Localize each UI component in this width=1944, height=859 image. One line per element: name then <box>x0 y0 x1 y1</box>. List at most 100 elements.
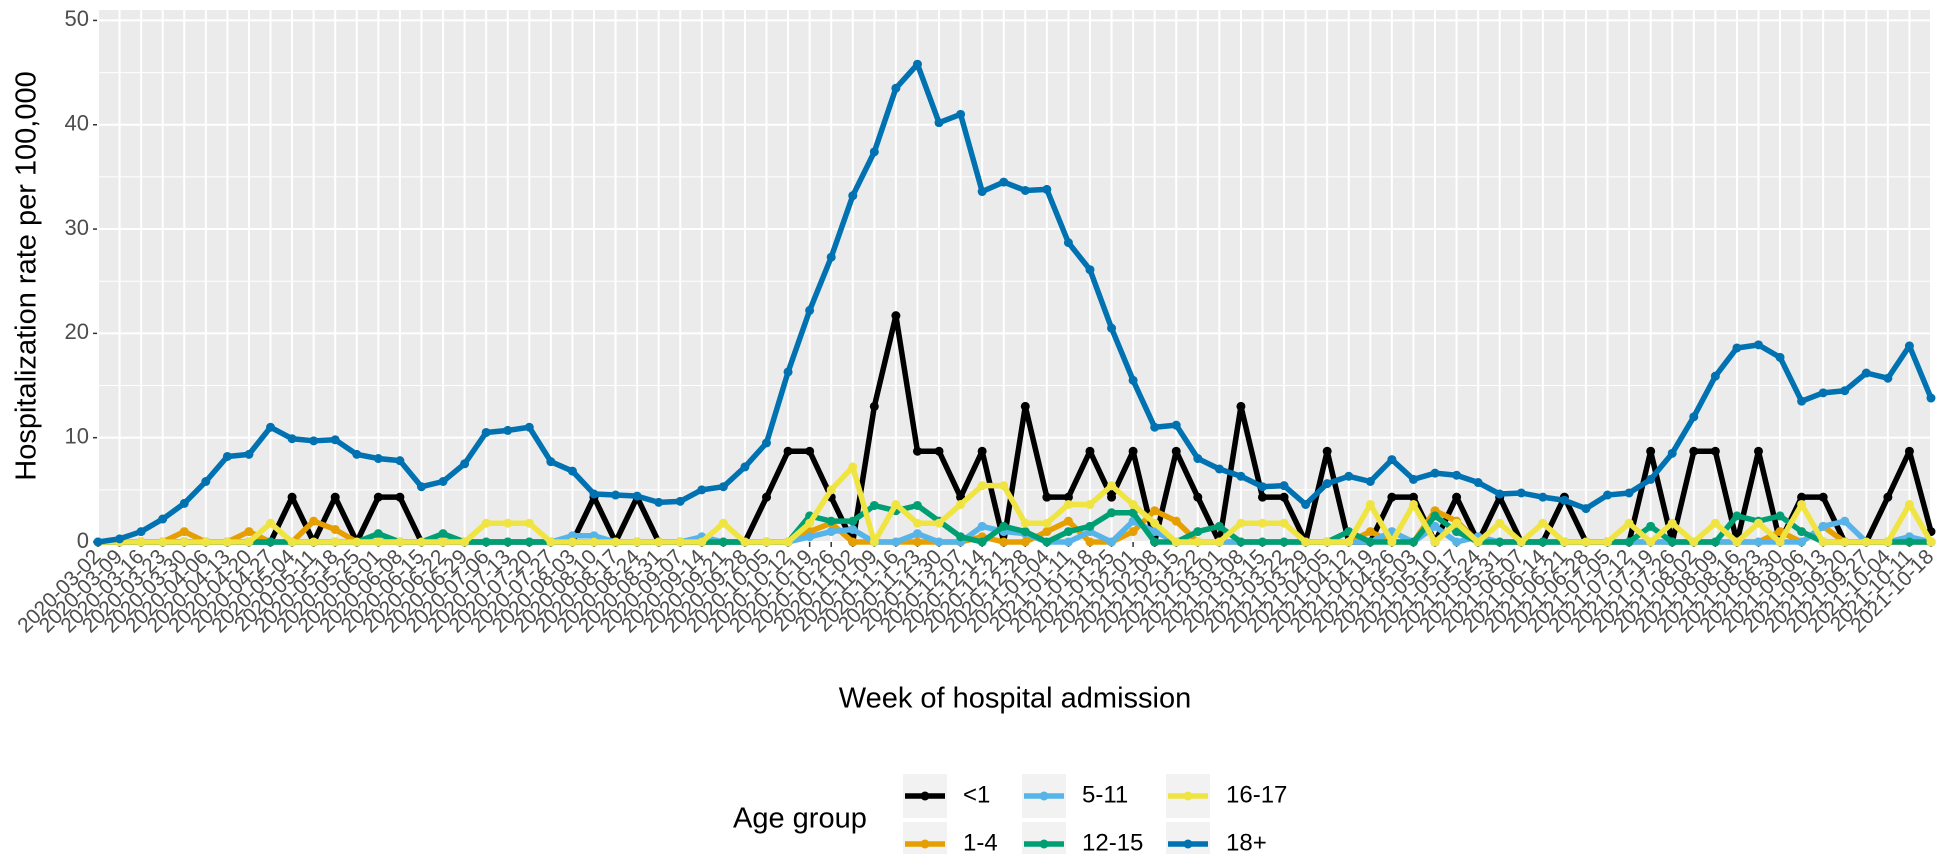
point <box>1387 492 1397 502</box>
point <box>1020 537 1030 547</box>
point <box>1797 499 1807 509</box>
point <box>611 537 621 547</box>
point <box>1797 527 1807 537</box>
point <box>1840 537 1850 547</box>
point <box>1797 396 1807 406</box>
point <box>546 457 556 467</box>
point <box>524 518 534 528</box>
point <box>266 537 276 547</box>
point <box>1214 521 1224 531</box>
point <box>869 147 879 157</box>
point <box>1753 340 1763 350</box>
point <box>1236 471 1246 481</box>
point <box>891 537 901 547</box>
point <box>934 446 944 456</box>
legend-key <box>903 822 947 859</box>
point <box>1193 527 1203 537</box>
point <box>848 462 858 472</box>
point <box>1710 537 1720 547</box>
legend-key <box>1022 822 1066 859</box>
point <box>330 524 340 534</box>
point <box>1689 537 1699 547</box>
point <box>1279 492 1289 502</box>
point <box>287 537 297 547</box>
point <box>1020 401 1030 411</box>
point <box>956 532 966 542</box>
point <box>697 485 707 495</box>
point <box>309 436 319 446</box>
point <box>266 422 276 432</box>
point <box>1085 446 1095 456</box>
point <box>718 518 728 528</box>
point <box>999 481 1009 491</box>
point <box>1085 521 1095 531</box>
legend-point <box>1039 839 1049 849</box>
point <box>632 491 642 501</box>
point <box>1279 481 1289 491</box>
point <box>1775 537 1785 547</box>
point <box>1861 537 1871 547</box>
point <box>589 537 599 547</box>
point <box>1387 537 1397 547</box>
point <box>1430 511 1440 521</box>
point <box>1301 537 1311 547</box>
legend-point <box>1183 791 1193 801</box>
point <box>912 518 922 528</box>
point <box>503 425 513 435</box>
point <box>826 527 836 537</box>
point <box>826 252 836 262</box>
point <box>1603 490 1613 500</box>
point <box>632 537 642 547</box>
point <box>222 451 232 461</box>
point <box>1063 499 1073 509</box>
point <box>395 537 405 547</box>
point <box>1085 265 1095 275</box>
point <box>1818 388 1828 398</box>
point <box>373 492 383 502</box>
point <box>416 482 426 492</box>
point <box>416 537 426 547</box>
point <box>1667 518 1677 528</box>
point <box>977 446 987 456</box>
point <box>1883 537 1893 547</box>
point <box>93 537 103 547</box>
legend-label: 5-11 <box>1082 781 1128 808</box>
point <box>740 462 750 472</box>
point <box>805 305 815 315</box>
point <box>1624 488 1634 498</box>
point <box>1365 537 1375 547</box>
point <box>481 518 491 528</box>
point <box>244 449 254 459</box>
point <box>1214 537 1224 547</box>
point <box>460 537 470 547</box>
point <box>654 537 664 547</box>
y-tick-label: 20 <box>65 319 89 344</box>
point <box>826 516 836 526</box>
point <box>1516 488 1526 498</box>
point <box>1365 476 1375 486</box>
point <box>1107 492 1117 502</box>
point <box>1753 518 1763 528</box>
point <box>1667 448 1677 458</box>
point <box>503 518 513 528</box>
point <box>136 537 146 547</box>
point <box>589 489 599 499</box>
point <box>481 427 491 437</box>
point <box>1732 343 1742 353</box>
point <box>1408 474 1418 484</box>
y-tick-label: 50 <box>65 6 89 31</box>
x-axis-title: Week of hospital admission <box>839 683 1191 715</box>
point <box>826 485 836 495</box>
point <box>460 459 470 469</box>
point <box>266 518 276 528</box>
point <box>805 518 815 528</box>
point <box>524 422 534 432</box>
point <box>1495 537 1505 547</box>
point <box>1516 537 1526 547</box>
point <box>762 492 772 502</box>
point <box>912 59 922 69</box>
point <box>438 529 448 539</box>
point <box>244 527 254 537</box>
point <box>1128 499 1138 509</box>
